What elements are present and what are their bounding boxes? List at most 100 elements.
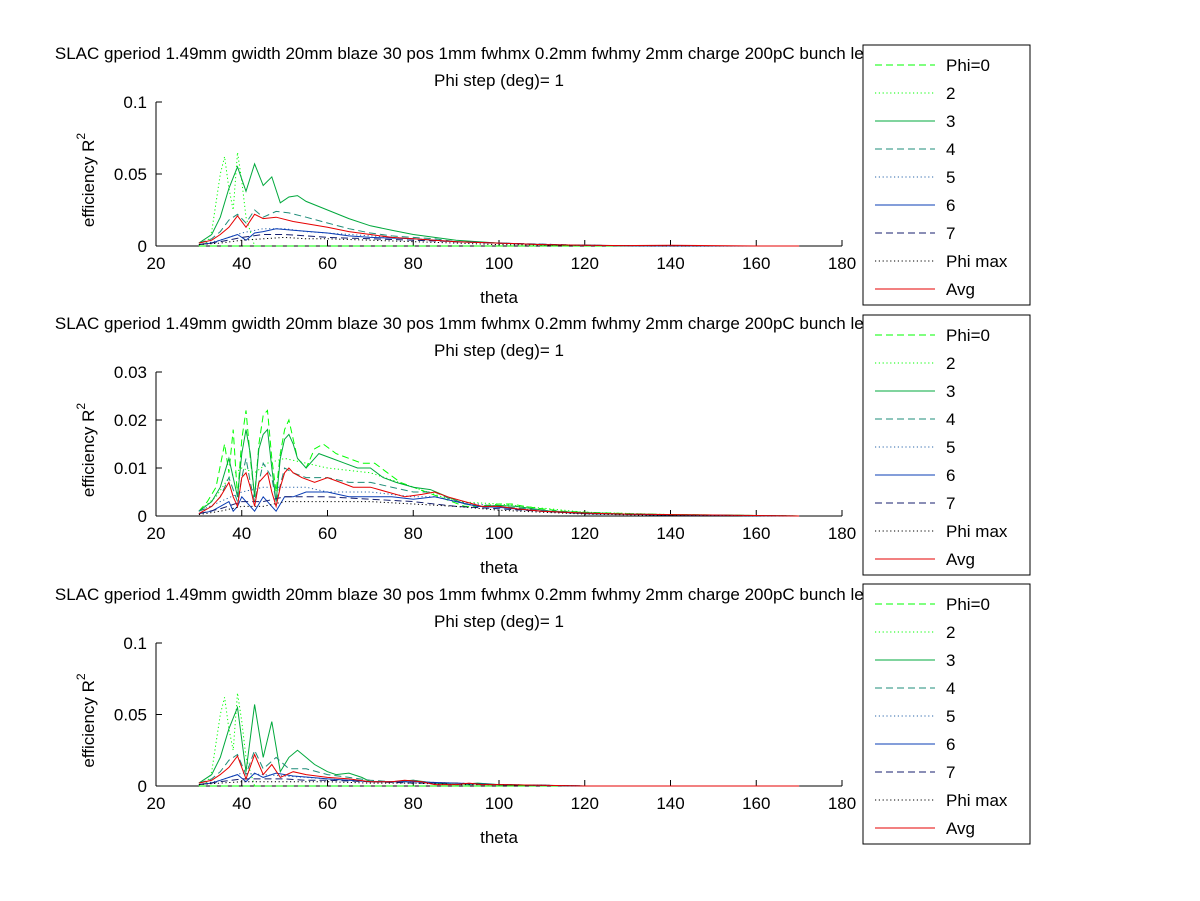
legend-entry: 4 <box>946 140 955 159</box>
x-axis-label: theta <box>480 558 518 577</box>
x-tick-label: 60 <box>318 254 337 273</box>
chart-title: SLAC gperiod 1.49mm gwidth 20mm blaze 30… <box>55 44 943 63</box>
y-tick-label: 0.1 <box>123 634 147 653</box>
y-axis-label-text: efficiency R <box>79 680 98 768</box>
x-tick-label: 120 <box>571 794 599 813</box>
x-tick-label: 100 <box>485 524 513 543</box>
x-tick-label: 80 <box>404 794 423 813</box>
y-axis-label-text: efficiency R <box>79 140 98 228</box>
x-axis-label: theta <box>480 288 518 307</box>
y-tick-label: 0 <box>138 237 147 256</box>
legend-entry: 3 <box>946 651 955 670</box>
x-tick-label: 20 <box>147 524 166 543</box>
legend-entry: 6 <box>946 735 955 754</box>
legend-entry: 5 <box>946 438 955 457</box>
x-tick-label: 140 <box>656 794 684 813</box>
legend-entry: 5 <box>946 168 955 187</box>
legend-entry: Phi=0 <box>946 56 990 75</box>
x-tick-label: 160 <box>742 254 770 273</box>
chart-title: SLAC gperiod 1.49mm gwidth 20mm blaze 30… <box>55 314 943 333</box>
y-tick-label: 0.03 <box>114 363 147 382</box>
y-tick-label: 0.05 <box>114 165 147 184</box>
series-line-7 <box>198 501 800 517</box>
y-axis-label: efficiency R2 <box>74 403 98 498</box>
legend-entry: 3 <box>946 382 955 401</box>
series-line-7 <box>198 236 800 247</box>
x-tick-label: 100 <box>485 794 513 813</box>
series-line-1 <box>198 457 800 517</box>
legend-entry: 6 <box>946 196 955 215</box>
series-line-4 <box>198 486 800 517</box>
x-tick-label: 80 <box>404 254 423 273</box>
y-axis-label-superscript: 2 <box>74 673 88 680</box>
series-line-8 <box>198 467 800 517</box>
x-tick-label: 120 <box>571 254 599 273</box>
x-tick-label: 80 <box>404 524 423 543</box>
legend-entry: 4 <box>946 410 955 429</box>
legend-entry: 5 <box>946 707 955 726</box>
legend-entry: 7 <box>946 224 955 243</box>
x-tick-label: 40 <box>232 524 251 543</box>
series-line-8 <box>198 213 800 247</box>
series-line-4 <box>198 228 800 247</box>
y-axis-label-superscript: 2 <box>74 133 88 140</box>
series-line-2 <box>198 428 800 517</box>
legend-entry: Avg <box>946 819 975 838</box>
legend-box <box>862 314 1031 576</box>
chart-subtitle: Phi step (deg)= 1 <box>434 341 564 360</box>
y-axis-label: efficiency R2 <box>74 673 98 768</box>
legend-box <box>862 44 1031 306</box>
series-line-7 <box>198 781 800 787</box>
legend-entry: 3 <box>946 112 955 131</box>
chart-subtitle: Phi step (deg)= 1 <box>434 612 564 631</box>
series-line-0 <box>198 409 800 517</box>
chart-1: SLAC gperiod 1.49mm gwidth 20mm blaze 30… <box>55 44 1031 307</box>
x-tick-label: 100 <box>485 254 513 273</box>
chart-subtitle: Phi step (deg)= 1 <box>434 71 564 90</box>
legend-entry: 2 <box>946 84 955 103</box>
x-tick-label: 180 <box>828 254 856 273</box>
y-tick-label: 0.05 <box>114 706 147 725</box>
legend-entry: Phi=0 <box>946 595 990 614</box>
series-line-8 <box>198 753 800 787</box>
x-tick-label: 40 <box>232 254 251 273</box>
x-tick-label: 160 <box>742 794 770 813</box>
legend-entry: 6 <box>946 466 955 485</box>
legend-entry: Phi max <box>946 522 1008 541</box>
x-tick-label: 20 <box>147 794 166 813</box>
x-tick-label: 180 <box>828 524 856 543</box>
x-tick-label: 140 <box>656 254 684 273</box>
chart-3: SLAC gperiod 1.49mm gwidth 20mm blaze 30… <box>55 583 1031 847</box>
legend-entry: 2 <box>946 623 955 642</box>
y-tick-label: 0.02 <box>114 411 147 430</box>
x-tick-label: 40 <box>232 794 251 813</box>
legend-entry: Phi max <box>946 791 1008 810</box>
legend-entry: 7 <box>946 494 955 513</box>
x-tick-label: 120 <box>571 524 599 543</box>
y-axis-label: efficiency R2 <box>74 133 98 228</box>
x-tick-label: 180 <box>828 794 856 813</box>
y-tick-label: 0.1 <box>123 93 147 112</box>
x-tick-label: 20 <box>147 254 166 273</box>
x-tick-label: 60 <box>318 524 337 543</box>
series-line-1 <box>198 692 256 787</box>
x-tick-label: 60 <box>318 794 337 813</box>
chart-2: SLAC gperiod 1.49mm gwidth 20mm blaze 30… <box>55 314 1031 577</box>
legend-entry: 7 <box>946 763 955 782</box>
legend-entry: 4 <box>946 679 955 698</box>
chart-title: SLAC gperiod 1.49mm gwidth 20mm blaze 30… <box>55 585 943 604</box>
legend-entry: Avg <box>946 550 975 569</box>
legend-box <box>862 583 1031 845</box>
legend-entry: Phi max <box>946 252 1008 271</box>
legend-entry: Avg <box>946 280 975 299</box>
x-axis-label: theta <box>480 828 518 847</box>
series-line-6 <box>198 778 800 787</box>
legend-entry: Phi=0 <box>946 326 990 345</box>
legend-entry: 2 <box>946 354 955 373</box>
x-tick-label: 160 <box>742 524 770 543</box>
y-axis-label-superscript: 2 <box>74 403 88 410</box>
series-line-1 <box>198 152 256 247</box>
series-line-6 <box>198 234 800 247</box>
y-axis-label-text: efficiency R <box>79 410 98 498</box>
